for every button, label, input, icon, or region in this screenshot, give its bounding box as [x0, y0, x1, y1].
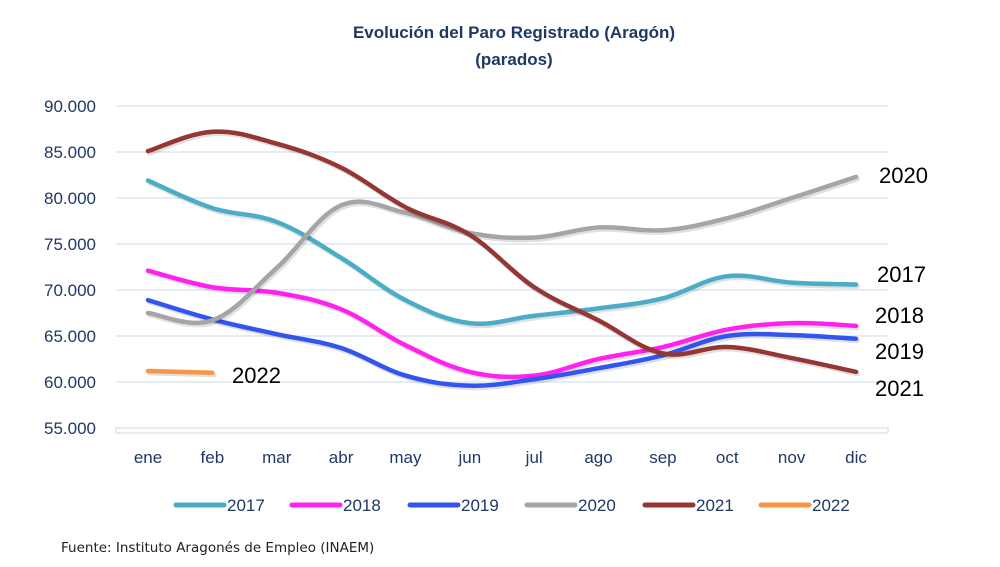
- y-tick-label: 60.000: [44, 373, 96, 392]
- x-tick-label: mar: [262, 448, 292, 467]
- y-tick-label: 90.000: [44, 97, 96, 116]
- y-tick-label: 85.000: [44, 143, 96, 162]
- x-tick-label: sep: [649, 448, 676, 467]
- series-line-2019: [145, 297, 859, 388]
- legend-item-2019: 2019: [407, 496, 499, 515]
- x-tick-label: jun: [457, 448, 481, 467]
- y-tick-label: 55.000: [44, 419, 96, 438]
- annotation-2020: 2020: [879, 163, 928, 188]
- x-tick-label: ago: [584, 448, 612, 467]
- legend-item-2021: 2021: [642, 496, 734, 515]
- source-note: Fuente: Instituto Aragonés de Empleo (IN…: [61, 540, 375, 556]
- series-shadow-2020: [147, 176, 860, 328]
- x-tick-label: abr: [329, 448, 354, 467]
- series-lines: [145, 129, 860, 391]
- legend: 2017 2018 2019 2020 2021 2022: [173, 496, 850, 515]
- chart-subtitle: (parados): [475, 50, 552, 69]
- legend-label: 2022: [812, 496, 850, 515]
- legend-item-2022: 2022: [758, 496, 850, 515]
- x-tick-label: dic: [845, 448, 867, 467]
- legend-item-2020: 2020: [524, 496, 616, 515]
- annotation-2017: 2017: [877, 262, 926, 287]
- annotation-2021: 2021: [875, 376, 924, 401]
- series-line-2017: [145, 178, 859, 326]
- x-tick-label: may: [389, 448, 422, 467]
- y-tick-label: 80.000: [44, 189, 96, 208]
- x-tick-label: jul: [525, 448, 543, 467]
- chart-title: Evolución del Paro Registrado (Aragón): [353, 23, 675, 42]
- x-tick-label: nov: [778, 448, 806, 467]
- legend-label: 2018: [343, 496, 381, 515]
- x-axis: ene feb mar abr may jun jul ago sep oct nov dic: [134, 448, 868, 467]
- series-line-2022: [145, 368, 215, 376]
- x-tick-label: oct: [716, 448, 739, 467]
- annotation-2019: 2019: [875, 339, 924, 364]
- y-tick-label: 70.000: [44, 281, 96, 300]
- y-tick-label: 75.000: [44, 235, 96, 254]
- x-tick-label: ene: [134, 448, 162, 467]
- x-tick-label: feb: [201, 448, 225, 467]
- legend-label: 2020: [578, 496, 616, 515]
- legend-item-2018: 2018: [289, 496, 381, 515]
- legend-label: 2021: [696, 496, 734, 515]
- series-annotations: 2020 2017 2018 2019 2021 2022: [232, 163, 928, 401]
- y-axis: 90.000 85.000 80.000 75.000 70.000 65.000 60.0…: [44, 97, 96, 438]
- annotation-2018: 2018: [875, 303, 924, 328]
- series-shadow-2017: [147, 180, 860, 329]
- series-line-2021: [145, 129, 859, 375]
- series-line-2020: [145, 174, 859, 326]
- legend-label: 2017: [227, 496, 265, 515]
- annotation-2022: 2022: [232, 363, 281, 388]
- series-line-2018: [145, 268, 859, 380]
- legend-label: 2019: [461, 496, 499, 515]
- y-tick-label: 65.000: [44, 327, 96, 346]
- legend-item-2017: 2017: [173, 496, 265, 515]
